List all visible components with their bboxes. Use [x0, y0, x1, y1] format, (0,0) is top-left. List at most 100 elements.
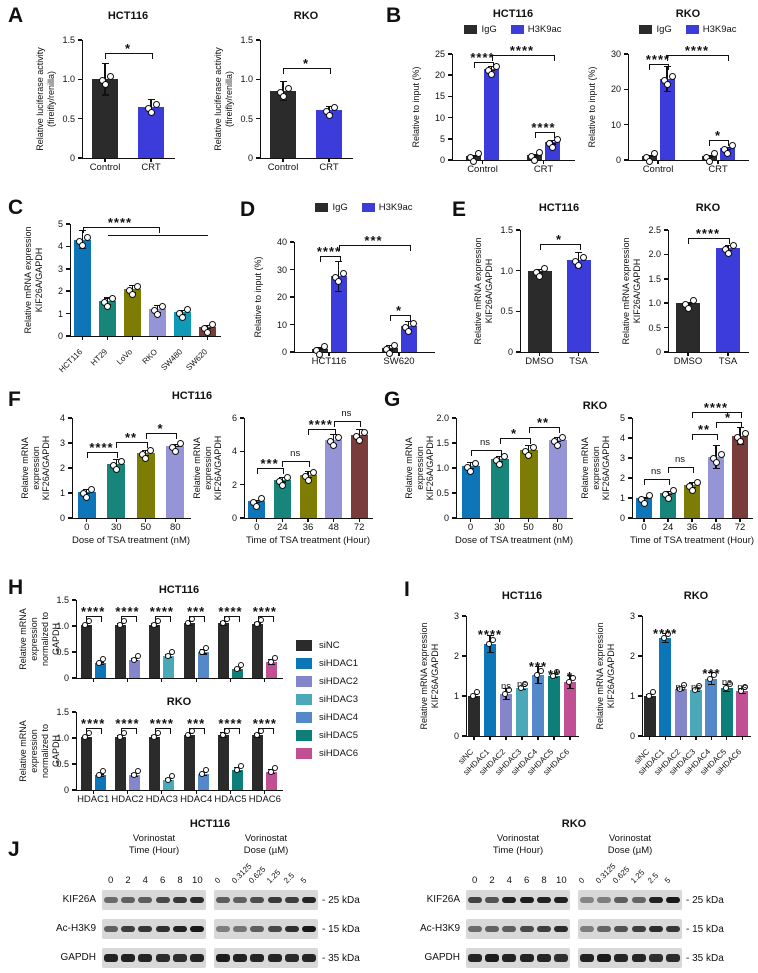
y-tick-label: 0.5 — [240, 113, 253, 124]
data-dot — [724, 250, 732, 258]
data-dot — [185, 732, 192, 739]
data-dot — [680, 682, 687, 689]
chart-i-kif26a-rko: RKO Relative mRNA expression KIF26A/GAPDH 0… — [592, 590, 754, 808]
sig-mark: *** — [702, 666, 721, 681]
lane-label: 4 — [506, 875, 512, 886]
y-tick-mark — [68, 417, 72, 419]
y-tick-label: 0 — [507, 347, 513, 357]
lane-label: 10 — [556, 875, 567, 886]
bar — [548, 439, 567, 518]
bar — [115, 624, 126, 678]
data-dot — [340, 270, 347, 278]
blot-box — [102, 948, 206, 968]
blot-row-label: Ac-H3K9 — [420, 923, 461, 934]
blot-band — [502, 925, 517, 933]
sig-bracket — [86, 615, 103, 622]
legend-item: siHDAC6 — [296, 748, 358, 759]
y-tick-label: 1 — [629, 691, 635, 701]
x-tick-mark — [739, 518, 741, 522]
sig-mark: ns — [690, 682, 702, 693]
x-tick-mark — [481, 160, 484, 164]
blot-header-line: Dose (µM) — [243, 844, 289, 856]
x-tick-mark — [505, 736, 507, 740]
y-tick-mark — [72, 789, 76, 791]
data-dot — [536, 272, 543, 280]
sig-bracket — [338, 245, 411, 252]
y-tick-mark — [78, 39, 82, 41]
x-category-label: 50 — [523, 522, 534, 533]
data-dot — [168, 772, 175, 779]
x-tick-mark — [281, 518, 283, 522]
data-dot — [664, 495, 672, 502]
x-tick-mark — [717, 160, 719, 164]
error-cap — [83, 489, 91, 491]
y-tick-label: 1.0 — [62, 74, 75, 85]
bar — [736, 691, 749, 736]
bar — [674, 689, 687, 736]
sig-label: ns — [674, 454, 686, 465]
x-tick-mark — [715, 518, 717, 522]
y-axis-label: Relative luciferase activity (fireifly/re… — [34, 40, 58, 158]
blot-box — [578, 948, 682, 968]
legend-item: siNC — [296, 640, 358, 651]
y-tick-label: 0.5 — [56, 647, 69, 657]
legend-label: H3K9ac — [702, 24, 737, 35]
sig-label: **** — [703, 400, 729, 415]
legend-item: IgG — [315, 202, 348, 213]
y-tick-mark — [240, 417, 244, 419]
data-dot — [321, 342, 328, 350]
data-dot — [96, 772, 103, 779]
bar — [532, 675, 544, 736]
data-dot — [488, 70, 495, 78]
x-tick-mark — [92, 678, 94, 682]
sig-label: **** — [470, 50, 495, 66]
error-cap — [278, 476, 286, 478]
ylabel-line: Relative luciferase activity — [213, 47, 224, 151]
y-tick-label: 10 — [434, 112, 445, 123]
y-tick-mark — [664, 351, 668, 353]
x-tick-mark — [104, 158, 106, 162]
blot-band — [155, 896, 170, 904]
error-cap — [663, 65, 671, 67]
chart-a-luciferase-rko: RKO Relative luciferase activity (fireifly… — [200, 10, 372, 190]
y-axis-label-text: Relative mRNA expression KIF26A/GAPDH — [418, 616, 442, 736]
y-tick-label: 0 — [63, 673, 69, 683]
H3K9ac-swatch — [361, 203, 375, 212]
sig-label: ** — [124, 429, 138, 445]
error-cap — [147, 99, 155, 101]
bar — [197, 652, 209, 678]
y-axis-label-text: Relative mRNA expression KIF26A/GAPDH — [192, 418, 224, 518]
y-tick-label: 5 — [619, 413, 625, 423]
x-tick-mark — [498, 518, 501, 522]
bar — [705, 678, 718, 736]
chart-e-tsa-rko: RKO Relative mRNA expression KIF26A/GAPDH 0… — [610, 202, 756, 382]
bar — [166, 445, 185, 518]
error-cap — [253, 499, 261, 501]
sig-mark: ns — [500, 680, 512, 692]
data-dot — [530, 443, 537, 451]
bar — [299, 474, 317, 518]
data-dot — [154, 311, 161, 319]
blot-band — [519, 954, 534, 962]
y-tick-label: 1.5 — [56, 595, 69, 605]
y-tick-mark — [448, 74, 452, 76]
x-tick-mark — [358, 518, 360, 522]
blot-box — [466, 948, 570, 968]
blot-band — [614, 954, 629, 962]
error-cap — [736, 426, 744, 428]
y-axis-label: Relative mRNA expression KIF26A/GAPDH — [594, 616, 618, 736]
data-dot — [649, 689, 656, 695]
y-tick-mark — [452, 467, 456, 469]
sig-label: **** — [115, 603, 140, 619]
x-tick-mark — [489, 736, 491, 740]
data-dot — [518, 685, 524, 691]
bar — [232, 669, 243, 678]
bar — [183, 735, 195, 790]
bar — [516, 688, 528, 736]
x-axis-title: Dose of TSA treatment (nM) — [71, 535, 191, 546]
error-cap — [335, 260, 342, 262]
sig-label: **** — [149, 603, 174, 619]
y-tick-mark — [290, 351, 294, 353]
y-tick-label: 0 — [629, 731, 635, 741]
blot-row-label: Ac-H3K9 — [56, 923, 97, 934]
